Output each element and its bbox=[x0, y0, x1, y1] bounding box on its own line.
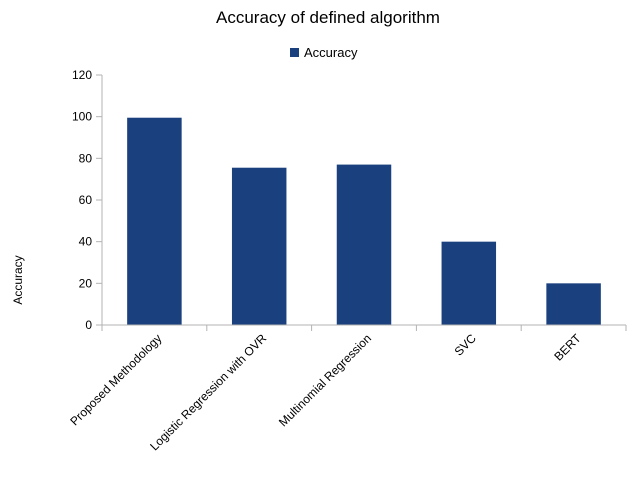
y-tick-label: 0 bbox=[85, 318, 92, 332]
y-tick-label: 60 bbox=[79, 193, 93, 207]
bar bbox=[231, 167, 287, 325]
y-tick-label: 100 bbox=[72, 110, 92, 124]
y-tick-label: 20 bbox=[79, 276, 93, 290]
chart-title: Accuracy of defined algorithm bbox=[216, 8, 440, 27]
x-tick-label: BERT bbox=[551, 331, 584, 364]
x-tick-label: SVC bbox=[452, 331, 480, 359]
legend-label: Accuracy bbox=[304, 45, 358, 60]
legend: Accuracy bbox=[290, 45, 358, 60]
bar bbox=[546, 283, 601, 325]
bar bbox=[441, 241, 497, 325]
y-tick-label: 80 bbox=[79, 151, 93, 165]
legend-swatch bbox=[290, 48, 299, 57]
bar bbox=[336, 164, 392, 325]
y-axis-label: Accuracy bbox=[11, 255, 25, 304]
x-tick-label: Proposed Methodology bbox=[67, 331, 164, 428]
plot-area: 0 20 40 60 80 100 120 Proposed MethodologyLogis… bbox=[67, 68, 627, 453]
x-tick-label: Logistic Regression with OVR bbox=[147, 331, 269, 453]
y-tick-label: 40 bbox=[79, 235, 93, 249]
bar bbox=[127, 117, 182, 325]
x-tick-label: Multinomial Regression bbox=[276, 331, 374, 429]
y-tick-label: 120 bbox=[72, 68, 92, 82]
